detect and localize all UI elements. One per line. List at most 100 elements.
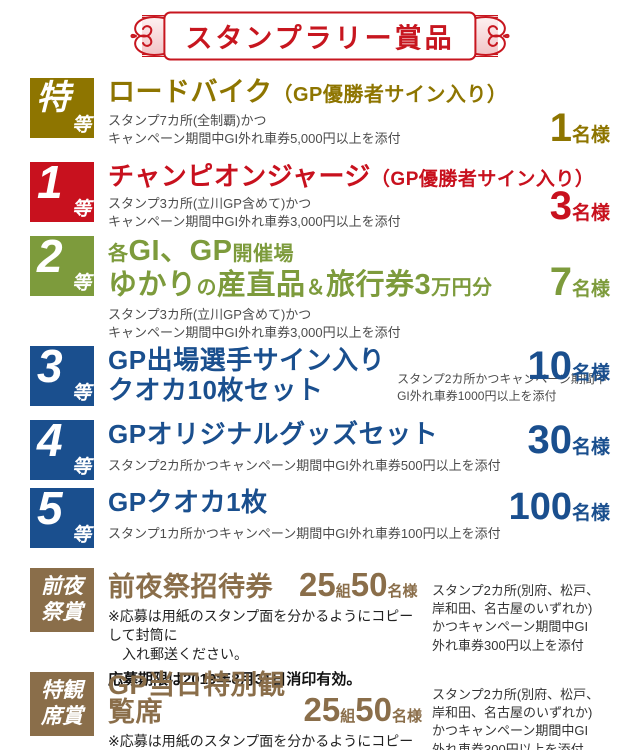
- count-people-number: 50: [355, 691, 392, 728]
- application-note: ※応募は用紙のスタンプ面を分かるようにコピーして封筒に 入れ郵送ください。: [108, 607, 422, 664]
- note-line: ※応募は用紙のスタンプ面を分かるようにコピーして封筒に: [108, 733, 414, 749]
- title-seg: 万円分: [431, 276, 493, 299]
- prize-row-2: 2 等 各GI、GP開催場 ゆかりの産直品＆旅行券3万円分 スタンプ3カ所(立川…: [0, 232, 640, 340]
- badge-line1: 前夜: [41, 574, 83, 598]
- count-people-unit: 名様: [391, 708, 422, 725]
- count-people-unit: 名様: [387, 583, 418, 600]
- prize-title: GPクオカ1枚: [108, 487, 268, 517]
- prize-row-4: 4 等 GPオリジナルグッズセット スタンプ2カ所かつキャンペーン期間中GI外れ…: [0, 416, 640, 480]
- badge-tou-char: 等: [71, 525, 91, 546]
- condition-line: キャンペーン期間中GI外れ車券3,000円以上を添付: [108, 214, 401, 230]
- condition-line: スタンプ2カ所(別府、松戸、: [432, 583, 600, 598]
- prize-title: 前夜祭招待券: [108, 572, 273, 602]
- title-seg: GI、GP: [128, 235, 233, 267]
- prize-content: ロードバイク（GP優勝者サイン入り） スタンプ7カ所(全制覇)かつ キャンペーン…: [108, 77, 610, 148]
- winner-count-number: 100: [508, 486, 572, 528]
- prize-row-5: 5 等 GPクオカ1枚 スタンプ1カ所かつキャンペーン期間中GI外れ車券100円…: [0, 484, 640, 548]
- application-deadline: 応募期限は2019年8月31日消印有効。: [108, 670, 362, 688]
- prize-condition: スタンプ2カ所かつキャンペーン期間中GI外れ車券500円以上を添付: [108, 457, 610, 475]
- prize-content: チャンピオンジャージ（GP優勝者サイン入り） スタンプ3カ所(立川GP含めて)か…: [108, 162, 610, 231]
- badge-tou-char: 等: [71, 199, 91, 220]
- prize-condition: スタンプ2カ所(別府、松戸、 岸和田、名古屋のいずれか) かつキャンペーン期間中…: [432, 686, 610, 750]
- badge-tou-char: 等: [71, 115, 91, 136]
- title-seg: 各: [108, 243, 129, 265]
- prize-title-main: チャンピオンジャージ: [108, 161, 371, 191]
- condition-line: スタンプ2カ所かつキャンペーン期間中GI外れ車券500円以上を添付: [108, 457, 501, 473]
- condition-line: かつキャンペーン期間中GI: [432, 723, 589, 739]
- winner-count-number: 1: [549, 106, 572, 150]
- ornament-flourish-right-icon: [475, 16, 510, 56]
- badge-tou-char: 等: [71, 273, 91, 294]
- count-groups-number: 25: [299, 566, 336, 603]
- note-line: 入れ郵送ください。: [122, 645, 248, 662]
- winner-count: 30名様: [527, 420, 610, 460]
- winner-count: 7名様: [550, 262, 610, 302]
- prize-condition: スタンプ1カ所かつキャンペーン期間中GI外れ車券100円以上を添付: [108, 525, 610, 543]
- title-seg: の: [196, 276, 218, 299]
- winner-count-unit: 名様: [571, 203, 610, 224]
- title-seg: ゆかり: [108, 268, 197, 301]
- condition-line: 岸和田、名古屋のいずれか): [432, 601, 593, 617]
- badge-line1: 特観: [41, 678, 83, 702]
- condition-line: キャンペーン期間中GI外れ車券5,000円以上を添付: [108, 130, 401, 146]
- badge-line2: 祭賞: [41, 601, 83, 624]
- condition-line: スタンプ2カ所かつキャンペーン期間中: [397, 372, 607, 387]
- prize-content: GP当日特別観覧席 25組50名様 ※応募は用紙のスタンプ面を分かるようにコピー…: [108, 672, 422, 750]
- title-line: 前夜祭招待券 25組50名様: [108, 568, 422, 601]
- badge-rank-char: 1: [37, 156, 63, 208]
- prize-condition: スタンプ3カ所(立川GP含めて)かつ キャンペーン期間中GI外れ車券3,000円…: [108, 306, 610, 342]
- prize-title: GP出場選手サイン入り クオカ10枚セット: [108, 345, 386, 406]
- winner-count: 3名様: [550, 186, 610, 226]
- winner-count-unit: 名様: [571, 125, 610, 146]
- badge-rank-char: 3: [37, 340, 63, 392]
- prize-row-3: 3 等 GP出場選手サイン入り クオカ10枚セット スタンプ2カ所かつキャンペー…: [0, 342, 640, 412]
- rank-badge-toku: 特 等: [30, 78, 94, 138]
- prize-condition: スタンプ2カ所(別府、松戸、 岸和田、名古屋のいずれか) かつキャンペーン期間中…: [432, 582, 610, 655]
- prize-title: GPオリジナルグッズセット: [108, 419, 439, 449]
- rank-badge-1: 1 等: [30, 158, 94, 222]
- winner-count-number: 7: [549, 260, 572, 304]
- title-seg: 開催場: [232, 243, 295, 265]
- winner-count-unit: 名様: [571, 503, 610, 524]
- condition-line: スタンプ1カ所かつキャンペーン期間中GI外れ車券100円以上を添付: [108, 525, 501, 541]
- winner-count-unit: 名様: [571, 279, 610, 300]
- condition-line: 外れ車券300円以上を添付: [432, 637, 584, 653]
- header-ribbon: スタンプラリー賞品: [130, 10, 510, 62]
- condition-line: スタンプ3カ所(立川GP含めて)かつ: [108, 306, 312, 322]
- prize-content: GPクオカ1枚 スタンプ1カ所かつキャンペーン期間中GI外れ車券100円以上を添…: [108, 488, 610, 543]
- prize-content: GP出場選手サイン入り クオカ10枚セット スタンプ2カ所かつキャンペーン期間中…: [108, 345, 610, 406]
- condition-line: スタンプ2カ所(別府、松戸、: [432, 687, 600, 702]
- winner-count: 10名様: [527, 346, 610, 386]
- prize-title: ロードバイク（GP優勝者サイン入り）: [108, 77, 610, 108]
- badge-tou-char: 等: [71, 383, 91, 404]
- winner-count: 100名様: [509, 488, 610, 526]
- prize-title-line1: GP出場選手サイン入り: [108, 345, 386, 375]
- count-groups-unit: 組: [340, 708, 356, 725]
- prize-row-special-grade: 特 等 ロードバイク（GP優勝者サイン入り） スタンプ7カ所(全制覇)かつ キャ…: [0, 77, 640, 150]
- rank-badge-special-seat: 特観 席賞: [30, 672, 94, 736]
- prize-title: 各GI、GP開催場 ゆかりの産直品＆旅行券3万円分: [108, 235, 610, 302]
- page-title: スタンプラリー賞品: [163, 11, 477, 61]
- count-groups-number: 25: [303, 691, 341, 728]
- prize-title-paren: （GP優勝者サイン入り）: [272, 84, 508, 106]
- title-with-sidenote: GP出場選手サイン入り クオカ10枚セット スタンプ2カ所かつキャンペーン期間中…: [108, 345, 610, 406]
- badge-rank-char: 2: [37, 230, 63, 282]
- title-seg: 旅行券3: [326, 268, 432, 301]
- rank-badge-2: 2 等: [30, 232, 94, 296]
- winner-count-number: 10: [527, 344, 572, 388]
- prize-title-line2: クオカ10枚セット: [108, 374, 324, 405]
- note-line: ※応募は用紙のスタンプ面を分かるようにコピーして封筒に: [108, 608, 414, 643]
- prize-row-1: 1 等 チャンピオンジャージ（GP優勝者サイン入り） スタンプ3カ所(立川GP含…: [0, 158, 640, 231]
- condition-line: GI外れ車券1000円以上を添付: [397, 388, 557, 403]
- winner-count-unit: 名様: [571, 437, 610, 458]
- prize-content: GPオリジナルグッズセット スタンプ2カ所かつキャンペーン期間中GI外れ車券50…: [108, 420, 610, 475]
- badge-rank-char: 4: [37, 414, 63, 466]
- condition-line: キャンペーン期間中GI外れ車券3,000円以上を添付: [108, 324, 401, 340]
- prize-row-special-seat: 特観 席賞 GP当日特別観覧席 25組50名様 ※応募は用紙のスタンプ面を分かる…: [0, 672, 640, 750]
- condition-line: スタンプ7カ所(全制覇)かつ: [108, 112, 267, 128]
- condition-line: 外れ車券300円以上を添付: [432, 741, 584, 750]
- application-note: ※応募は用紙のスタンプ面を分かるようにコピーして封筒に 入れ郵送ください。: [108, 732, 422, 750]
- prize-title-line2: ゆかりの産直品＆旅行券3万円分: [108, 268, 610, 302]
- prize-condition: スタンプ7カ所(全制覇)かつ キャンペーン期間中GI外れ車券5,000円以上を添…: [108, 112, 610, 148]
